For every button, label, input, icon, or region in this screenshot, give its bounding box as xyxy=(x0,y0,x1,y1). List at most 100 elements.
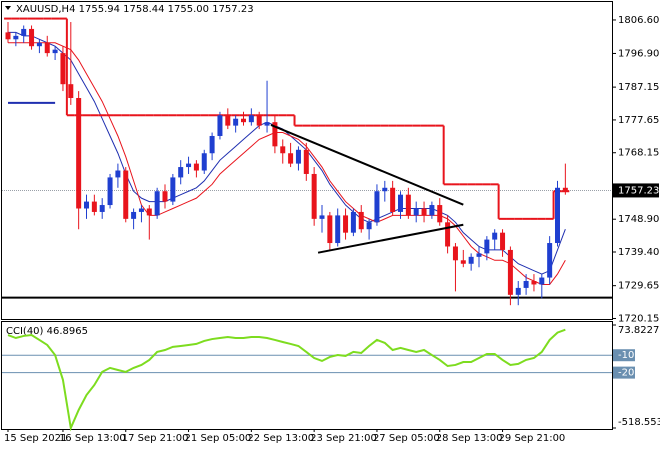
candle-body xyxy=(374,191,380,223)
candle-body xyxy=(358,211,364,230)
candle-body xyxy=(343,215,349,233)
candle-body xyxy=(515,287,521,295)
y-tick-label: 1806.60 xyxy=(618,15,659,26)
indicator-title: CCI(40) 46.8965 xyxy=(6,326,88,337)
y-tick-label: 1720.15 xyxy=(618,313,659,324)
candle-body xyxy=(138,208,144,212)
candle-body xyxy=(272,122,278,147)
candle-body xyxy=(555,187,560,244)
candle-body xyxy=(562,187,568,191)
candle-body xyxy=(178,167,184,178)
candle-body xyxy=(131,211,137,219)
candle-body xyxy=(154,191,160,216)
collapse-icon[interactable] xyxy=(5,6,11,10)
main-panel-frame xyxy=(1,1,613,320)
chart-title: XAUUSD,H4 1755.94 1758.44 1755.00 1757.2… xyxy=(16,4,254,15)
candle-body xyxy=(303,149,309,174)
x-tick-label: 16 Sep 13:00 xyxy=(59,433,126,444)
y-tick-label: -518.5537 xyxy=(618,417,660,428)
candle-body xyxy=(295,149,301,164)
candle-body xyxy=(413,208,419,216)
indicator-panel-frame xyxy=(1,321,613,430)
candle-body xyxy=(437,205,443,223)
candle-body xyxy=(217,115,223,136)
y-tick-label: -100 xyxy=(618,350,641,361)
level-tag xyxy=(613,366,635,379)
candle-body xyxy=(107,177,113,206)
last-price-label: 1757.23 xyxy=(618,185,659,196)
x-tick-label: 23 Sep 21:00 xyxy=(310,433,377,444)
cci-line xyxy=(7,328,566,432)
candle-body xyxy=(84,201,89,209)
candle-body xyxy=(288,153,294,164)
candle-body xyxy=(335,215,341,244)
candle-body xyxy=(68,84,74,98)
y-tick-label: 1739.40 xyxy=(618,247,659,258)
trend-line xyxy=(270,124,464,206)
candle-body xyxy=(52,49,58,54)
x-tick-label: 27 Sep 05:00 xyxy=(373,433,440,444)
candle-body xyxy=(280,146,286,154)
candle-body xyxy=(29,28,35,47)
candle-body xyxy=(13,35,19,40)
moving-average xyxy=(8,42,566,285)
candle-body xyxy=(115,170,121,178)
x-tick-label: 22 Sep 13:00 xyxy=(247,433,314,444)
candle-body xyxy=(366,222,372,230)
last-price-box xyxy=(613,183,659,198)
y-tick-label: 1748.90 xyxy=(618,214,659,225)
candle-body xyxy=(193,163,199,171)
candle-body xyxy=(484,239,490,254)
candle-body xyxy=(241,118,246,123)
candle-body xyxy=(201,153,207,171)
candle-body xyxy=(36,42,42,47)
candle-body xyxy=(319,215,325,219)
candle-body xyxy=(452,246,458,261)
candle-body xyxy=(209,135,215,154)
candle-body xyxy=(60,53,66,85)
candle-body xyxy=(460,260,466,264)
candle-body xyxy=(382,187,388,192)
candle-body xyxy=(123,170,129,219)
candle-body xyxy=(547,243,553,278)
y-tick-label: -200 xyxy=(618,368,641,379)
candle-body xyxy=(311,173,317,219)
candle-body xyxy=(507,249,513,295)
y-tick-label: 1729.65 xyxy=(618,281,659,292)
candle-body xyxy=(531,281,537,285)
trend-line xyxy=(317,223,464,254)
candle-body xyxy=(492,232,498,240)
level-tag xyxy=(613,349,635,362)
candle-body xyxy=(350,211,356,233)
x-tick-label: 17 Sep 21:00 xyxy=(122,433,189,444)
candle-body xyxy=(248,115,254,123)
y-tick-label: 1777.65 xyxy=(618,115,659,126)
candle-body xyxy=(429,205,435,216)
candle-body xyxy=(476,253,482,257)
candle-body xyxy=(99,205,105,212)
candle-body xyxy=(186,163,192,168)
candle-body xyxy=(256,115,262,126)
candle-body xyxy=(405,194,411,216)
candle-body xyxy=(5,32,11,40)
candle-body xyxy=(162,191,168,202)
y-tick-label: 1796.90 xyxy=(618,48,659,59)
x-tick-label: 29 Sep 21:00 xyxy=(499,433,566,444)
candle-body xyxy=(539,277,545,285)
candle-body xyxy=(390,187,396,212)
candle-body xyxy=(421,208,427,216)
candle-body xyxy=(44,42,50,54)
candle-body xyxy=(445,222,451,247)
y-tick-label: 1787.15 xyxy=(618,82,659,93)
candle-body xyxy=(146,208,152,216)
candle-body xyxy=(264,122,270,126)
candle-body xyxy=(327,215,333,244)
candle-body xyxy=(233,118,239,126)
candle-body xyxy=(170,177,176,202)
candle-body xyxy=(21,28,27,36)
candle-body xyxy=(225,115,231,126)
candle-body xyxy=(500,232,506,250)
candle-body xyxy=(76,97,82,209)
